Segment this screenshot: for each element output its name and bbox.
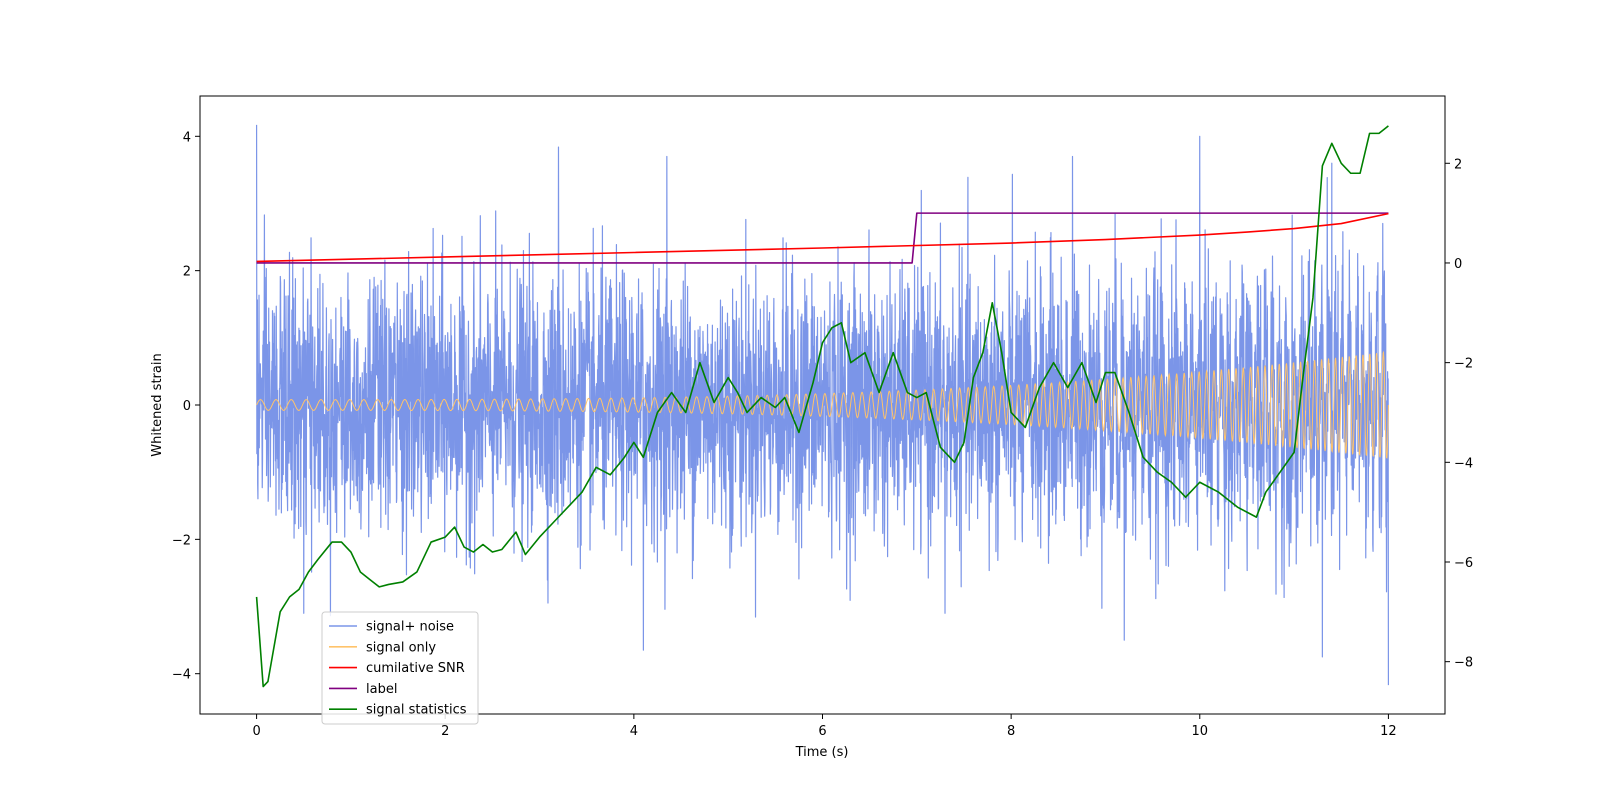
legend-label: signal only	[366, 640, 436, 655]
x-tick-label: 4	[630, 724, 638, 739]
y-tick-label: 0	[183, 399, 191, 414]
y-tick-label: −4	[172, 668, 191, 683]
legend-label: label	[366, 682, 397, 697]
y2-tick-label: −2	[1454, 357, 1473, 372]
legend-label: signal+ noise	[366, 620, 454, 635]
x-tick-label: 10	[1191, 724, 1208, 739]
y-tick-label: 2	[183, 265, 191, 280]
x-tick-label: 2	[441, 724, 449, 739]
x-tick-label: 6	[818, 724, 826, 739]
legend-box	[321, 611, 479, 725]
series-signal-only	[256, 350, 1389, 459]
legend-label: signal statistics	[366, 703, 467, 718]
x-tick-label: 8	[1007, 724, 1015, 739]
legend-label: cumilative SNR	[366, 661, 465, 676]
x-tick-label: 0	[252, 724, 260, 739]
x-axis-label: Time (s)	[795, 745, 849, 760]
y-axis-label: Whitened strain	[150, 353, 165, 456]
series-label	[256, 212, 1389, 264]
y-tick-label: 4	[183, 130, 191, 145]
y2-tick-label: 2	[1454, 157, 1462, 172]
y2-tick-label: −4	[1454, 456, 1473, 471]
legend: signal+ noise signal only cumilative SNR la…	[321, 611, 479, 725]
series-signal-statistics	[255, 125, 1389, 688]
x-tick-label: 12	[1380, 724, 1397, 739]
y2-tick-label: 0	[1454, 257, 1462, 272]
y2-tick-label: −6	[1454, 556, 1473, 571]
y-tick-label: −2	[172, 533, 191, 548]
series-cumulative-snr	[256, 212, 1389, 263]
y2-tick-label: −8	[1454, 656, 1473, 671]
